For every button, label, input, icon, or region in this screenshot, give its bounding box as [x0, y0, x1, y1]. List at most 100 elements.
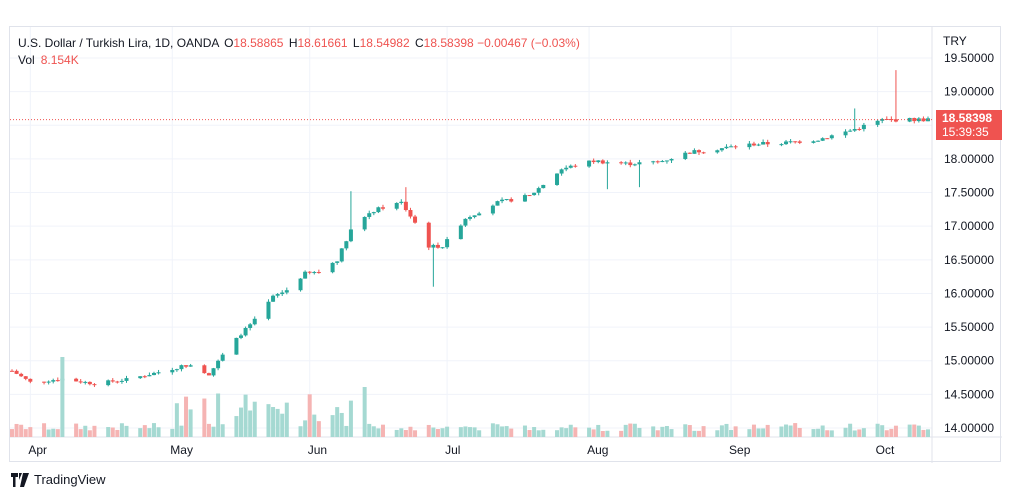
volume-bar: [715, 430, 720, 437]
volume-bar: [664, 426, 669, 437]
candle-body: [216, 360, 221, 369]
candle-body: [206, 373, 211, 376]
volume-bar: [28, 427, 33, 437]
currency-label: TRY: [943, 34, 967, 48]
candle-body: [628, 162, 633, 166]
volume-bar: [202, 398, 207, 437]
volume-bar: [106, 427, 111, 437]
candle-body: [188, 365, 193, 367]
x-tick-label: Sep: [729, 443, 751, 457]
volume-bar: [811, 429, 816, 437]
volume-bar: [632, 423, 637, 437]
candle-body: [632, 164, 637, 166]
volume-bar: [779, 426, 784, 437]
x-tick-label: May: [170, 443, 193, 457]
candle-body: [669, 158, 674, 161]
candle-body: [435, 244, 440, 248]
candle-body: [687, 152, 692, 154]
volume-bar: [509, 428, 514, 437]
open-value: 18.58865: [233, 36, 284, 50]
volume-bar: [119, 423, 124, 437]
volume-bar: [733, 426, 738, 437]
candle-body: [280, 292, 285, 295]
candle-body: [426, 222, 431, 248]
symbol-title[interactable]: U.S. Dollar / Turkish Lira, 1D, OANDA: [18, 36, 219, 50]
candle-body: [655, 161, 660, 163]
candle-body: [751, 143, 756, 146]
volume-bar: [756, 428, 761, 437]
volume-bar: [751, 424, 756, 437]
candle-body: [248, 324, 253, 328]
candle-body: [495, 201, 500, 206]
candle-body: [371, 212, 376, 214]
candle-body: [875, 120, 880, 125]
candle-body: [472, 215, 477, 218]
volume-bar: [697, 430, 701, 437]
volume-bar: [596, 424, 601, 437]
candle-body: [848, 130, 853, 132]
volume-bar: [477, 430, 482, 437]
candle-body: [179, 365, 184, 370]
volume-bar: [298, 426, 303, 437]
last-price-value: 18.58398: [942, 111, 993, 125]
volume-bar: [843, 427, 848, 437]
candle-body: [184, 365, 189, 367]
candle-body: [284, 290, 289, 293]
candle-body: [458, 225, 463, 240]
volume-bar: [445, 426, 450, 437]
candle-body: [747, 143, 752, 148]
candle-body: [115, 381, 120, 383]
volume-bar: [926, 429, 930, 437]
candle-body: [784, 141, 789, 145]
candle-body: [239, 335, 243, 338]
close-value: 18.58398: [423, 36, 474, 50]
volume-bar: [820, 425, 825, 437]
candle-body: [861, 124, 866, 130]
candle-body: [463, 218, 468, 226]
candle-body: [312, 272, 317, 274]
volume-bar: [211, 426, 216, 437]
y-tick-label: 19.00000: [944, 85, 994, 99]
candle-body: [83, 381, 88, 383]
volume-bar: [266, 404, 271, 437]
volume-bar: [468, 427, 472, 437]
volume-bar: [60, 357, 65, 437]
brand-name: TradingView: [34, 472, 106, 487]
candle-body: [733, 146, 738, 148]
candle-body: [220, 354, 225, 361]
y-tick-label: 15.50000: [944, 320, 994, 334]
tradingview-logo[interactable]: TradingView: [11, 472, 106, 487]
candle-body: [623, 162, 628, 164]
candle-body: [330, 262, 335, 273]
candle-body: [532, 192, 537, 196]
volume-bar: [10, 429, 14, 437]
volume-bar: [42, 423, 47, 437]
volume-bar: [243, 394, 248, 437]
volume-bar: [655, 430, 660, 437]
volume-bar: [660, 426, 665, 437]
candle-body: [156, 372, 161, 374]
chart-canvas[interactable]: 19.5000019.0000018.5000018.0000017.50000…: [10, 27, 1002, 463]
candle-body: [829, 135, 834, 139]
bar-countdown: 15:39:35: [942, 125, 989, 139]
candle-body: [170, 369, 175, 373]
volume-bar: [692, 430, 697, 437]
candle-body: [857, 128, 862, 130]
candle-body: [119, 380, 124, 382]
candle-body: [234, 337, 239, 355]
tradingview-logo-icon: [11, 472, 29, 487]
candle-body: [880, 118, 885, 121]
volume-bar: [797, 427, 802, 437]
volume-bar: [216, 393, 221, 437]
volume-bar: [568, 424, 573, 437]
candle-body: [504, 199, 509, 201]
candle-body: [793, 141, 798, 143]
candle-body: [916, 118, 921, 122]
volume-bar: [330, 415, 335, 437]
candle-body: [92, 384, 97, 386]
volume-bar: [252, 401, 257, 437]
volume-bar: [701, 426, 706, 437]
volume-bar: [184, 396, 189, 437]
candle-body: [211, 368, 216, 376]
y-tick-label: 17.50000: [944, 186, 994, 200]
